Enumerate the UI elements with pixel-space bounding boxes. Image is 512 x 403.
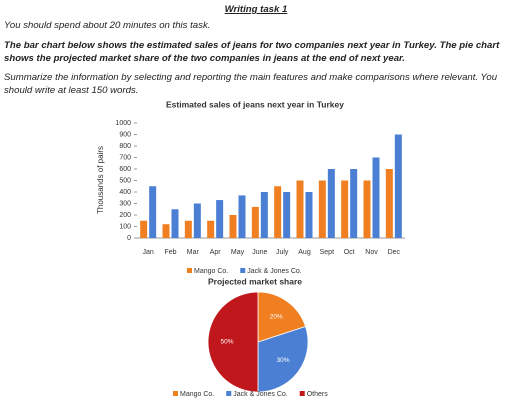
- legend-label: Jack & Jones Co.: [247, 268, 302, 275]
- legend-label: Others: [307, 391, 329, 398]
- legend-swatch: [226, 391, 232, 396]
- x-tick-label: May: [231, 249, 245, 256]
- chart-title: Estimated sales of jeans next year in Tu…: [166, 99, 344, 109]
- y-tick-label: 700: [119, 154, 131, 161]
- x-tick-label: Oct: [344, 249, 355, 256]
- bar: [162, 224, 170, 238]
- y-tick-label: 0: [127, 235, 131, 242]
- bar: [372, 157, 380, 238]
- bar: [229, 215, 237, 238]
- slice-label: 50%: [220, 339, 233, 346]
- legend-swatch: [240, 268, 246, 273]
- slice-label: 30%: [277, 357, 290, 364]
- y-tick-label: 600: [119, 166, 131, 173]
- task-description: The bar chart below shows the estimated …: [4, 40, 500, 64]
- bar: [260, 192, 268, 238]
- y-tick-label: 400: [119, 189, 131, 196]
- bar: [184, 220, 192, 238]
- bar: [385, 169, 393, 238]
- instruction: You should spend about 20 minutes on thi…: [4, 20, 211, 31]
- bar: [305, 192, 313, 238]
- x-tick-label: Aug: [298, 249, 311, 256]
- legend-label: Jack & Jones Co.: [233, 391, 288, 398]
- y-tick-label: 1000: [115, 120, 131, 127]
- bar: [251, 206, 259, 238]
- y-tick-label: 500: [119, 177, 131, 184]
- x-tick-label: Sept: [320, 249, 334, 256]
- task-title: Writing task 1: [224, 4, 288, 15]
- bar: [238, 195, 246, 238]
- bar: [394, 134, 402, 238]
- bar: [193, 203, 201, 238]
- y-tick-label: 800: [119, 143, 131, 150]
- x-tick-label: Feb: [164, 249, 176, 256]
- legend-label: Mango Co.: [180, 391, 214, 398]
- x-tick-label: Nov: [365, 249, 378, 256]
- x-tick-label: Dec: [388, 249, 401, 256]
- pie-slice: [257, 326, 309, 393]
- bar: [341, 180, 349, 238]
- x-tick-label: Mar: [187, 249, 200, 256]
- bar: [296, 180, 304, 238]
- legend-swatch: [299, 391, 305, 396]
- y-tick-label: 900: [119, 131, 131, 138]
- instruction: Summarize the information by selecting a…: [4, 72, 498, 96]
- pie-slice: [257, 291, 307, 343]
- x-tick-label: Apr: [210, 249, 222, 256]
- bar: [207, 220, 215, 238]
- x-tick-label: July: [276, 249, 289, 256]
- bar: [171, 209, 179, 238]
- bar: [318, 180, 326, 238]
- legend-swatch: [187, 268, 192, 273]
- y-axis-label: Thousands of pairs: [96, 146, 105, 214]
- bar: [327, 169, 335, 238]
- bar: [274, 186, 282, 238]
- x-tick-label: Jan: [143, 249, 154, 256]
- bar: [283, 192, 291, 238]
- y-tick-label: 300: [119, 200, 131, 207]
- bar: [149, 186, 157, 238]
- bar: [350, 169, 358, 238]
- y-tick-label: 200: [119, 212, 131, 219]
- legend-label: Mango Co.: [194, 268, 228, 275]
- slice-label: 20%: [270, 314, 283, 321]
- chart-title: Projected market share: [208, 276, 302, 286]
- pie-slice: [207, 291, 259, 393]
- legend-swatch: [173, 391, 178, 396]
- bar: [363, 180, 371, 238]
- bar: [216, 200, 224, 238]
- y-tick-label: 100: [119, 223, 131, 230]
- x-tick-label: June: [252, 249, 267, 256]
- bar: [140, 220, 148, 238]
